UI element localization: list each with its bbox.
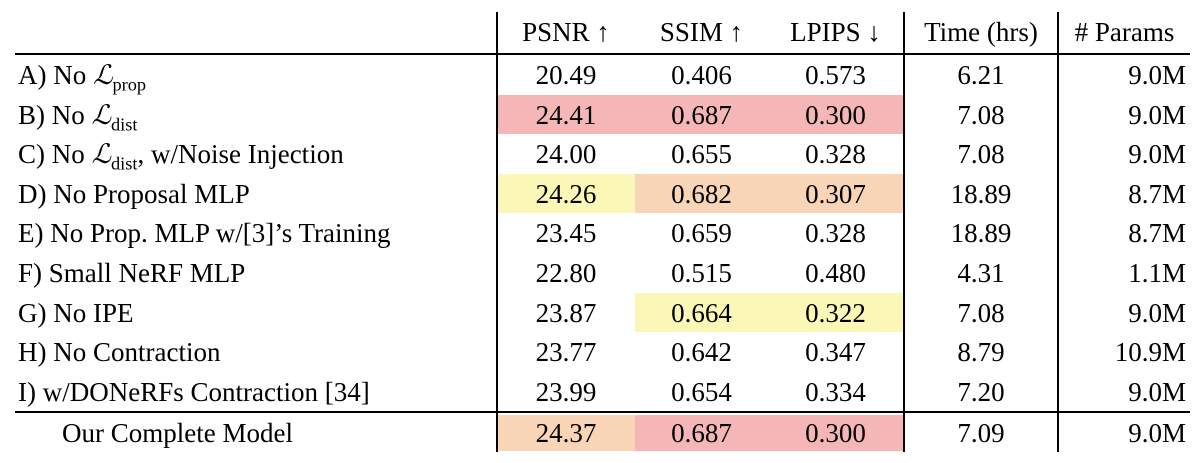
row-label-text: C) No [18, 139, 92, 170]
highlight-cell [635, 95, 768, 134]
cell-time: 6.21 [957, 60, 1005, 90]
cell-psnr: 23.77 [535, 337, 597, 368]
cell-time: 7.09 [957, 418, 1005, 448]
cell-psnr: 23.45 [535, 218, 597, 249]
cell-lpips: 0.480 [805, 258, 866, 288]
loss-symbol: ℒ [91, 99, 111, 130]
loss-symbol: ℒ [91, 139, 111, 170]
highlight-cell [768, 95, 903, 134]
row-label-text: D) No Proposal MLP [18, 178, 250, 209]
cell-ssim: 0.687 [671, 99, 732, 130]
highlight-cell [768, 415, 903, 451]
row-label: H) No Contraction [18, 332, 220, 372]
cell-time: 8.79 [957, 337, 1005, 368]
cell-psnr: 20.49 [535, 60, 597, 90]
cell-lpips: 0.322 [805, 297, 866, 328]
cell-params: 9.0M [1128, 139, 1186, 170]
row-label-text: G) No IPE [18, 297, 134, 328]
highlight-cell [768, 293, 903, 332]
cell-ssim: 0.655 [671, 139, 732, 170]
table-rule [15, 53, 1190, 55]
cell-psnr: 24.37 [535, 418, 597, 448]
column-separator [1057, 12, 1059, 452]
cell-psnr: 22.80 [535, 258, 597, 288]
highlight-cell [635, 174, 768, 213]
cell-lpips: 0.300 [805, 418, 866, 448]
cell-params: 8.7M [1128, 218, 1186, 249]
cell-time: 18.89 [950, 178, 1012, 209]
row-label-text: A) No [18, 60, 93, 90]
cell-time: 18.89 [950, 218, 1012, 249]
highlight-cell [635, 293, 768, 332]
cell-lpips: 0.328 [805, 218, 866, 249]
cell-lpips: 0.334 [805, 376, 866, 407]
row-label: D) No Proposal MLP [18, 174, 250, 214]
cell-ssim: 0.682 [671, 178, 732, 209]
highlight-cell [497, 95, 635, 134]
cell-params: 9.0M [1128, 418, 1186, 448]
loss-subscript: dist [110, 153, 138, 174]
cell-ssim: 0.642 [671, 337, 732, 368]
cell-psnr: 23.87 [535, 297, 597, 328]
cell-time: 7.08 [957, 297, 1005, 328]
cell-lpips: 0.573 [805, 60, 866, 90]
cell-time: 4.31 [957, 258, 1005, 288]
cell-params: 8.7M [1128, 178, 1186, 209]
column-header-lpips: LPIPS ↓ [790, 17, 881, 47]
row-label-text: I) w/DONeRFs Contraction [34] [18, 376, 370, 407]
row-label: G) No IPE [18, 293, 134, 333]
cell-params: 10.9M [1114, 337, 1186, 368]
cell-ssim: 0.406 [671, 60, 732, 90]
cell-ssim: 0.687 [671, 418, 732, 448]
cell-params: 9.0M [1128, 99, 1186, 130]
cell-ssim: 0.659 [671, 218, 732, 249]
loss-subscript: prop [112, 74, 147, 95]
cell-params: 9.0M [1128, 376, 1186, 407]
column-header-params: # Params [1074, 17, 1175, 47]
cell-psnr: 24.41 [535, 99, 597, 130]
cell-params: 9.0M [1128, 60, 1186, 90]
row-label: F) Small NeRF MLP [18, 253, 245, 293]
highlight-cell [497, 174, 635, 213]
cell-psnr: 24.00 [535, 139, 597, 170]
loss-symbol: ℒ [93, 60, 113, 90]
column-separator [496, 12, 498, 452]
cell-psnr: 24.26 [535, 178, 597, 209]
row-label: A) No ℒprop [18, 55, 146, 95]
row-label-text: E) No Prop. MLP w/[3]’s Training [18, 218, 391, 249]
row-label-text: F) Small NeRF MLP [18, 258, 246, 288]
highlight-cell [635, 415, 768, 451]
loss-subscript: dist [110, 114, 138, 135]
column-header-time: Time (hrs) [924, 17, 1038, 47]
cell-time: 7.08 [957, 139, 1005, 170]
highlight-cell [768, 174, 903, 213]
cell-params: 1.1M [1128, 258, 1186, 288]
row-label: I) w/DONeRFs Contraction [34] [18, 372, 370, 412]
cell-lpips: 0.347 [805, 337, 866, 368]
cell-time: 7.20 [957, 376, 1005, 407]
row-label: E) No Prop. MLP w/[3]’s Training [18, 213, 391, 253]
highlight-cell [497, 415, 635, 451]
cell-psnr: 23.99 [535, 376, 597, 407]
column-header-ssim: SSIM ↑ [659, 17, 744, 47]
column-header-psnr: PSNR ↑ [522, 17, 610, 47]
cell-ssim: 0.515 [671, 258, 732, 288]
column-separator [903, 12, 905, 452]
cell-ssim: 0.654 [671, 376, 732, 407]
cell-lpips: 0.300 [805, 99, 866, 130]
row-label-suffix: , w/Noise Injection [137, 139, 344, 170]
row-label: C) No ℒdist, w/Noise Injection [18, 134, 344, 174]
cell-time: 7.08 [957, 99, 1005, 130]
cell-lpips: 0.307 [805, 178, 866, 209]
row-label: Our Complete Model [62, 418, 293, 448]
table-rule [15, 411, 1190, 413]
row-label-text: B) No [18, 99, 92, 130]
cell-ssim: 0.664 [671, 297, 732, 328]
cell-lpips: 0.328 [805, 139, 866, 170]
cell-params: 9.0M [1128, 297, 1186, 328]
row-label: B) No ℒdist [18, 95, 137, 135]
row-label-text: H) No Contraction [18, 337, 221, 368]
